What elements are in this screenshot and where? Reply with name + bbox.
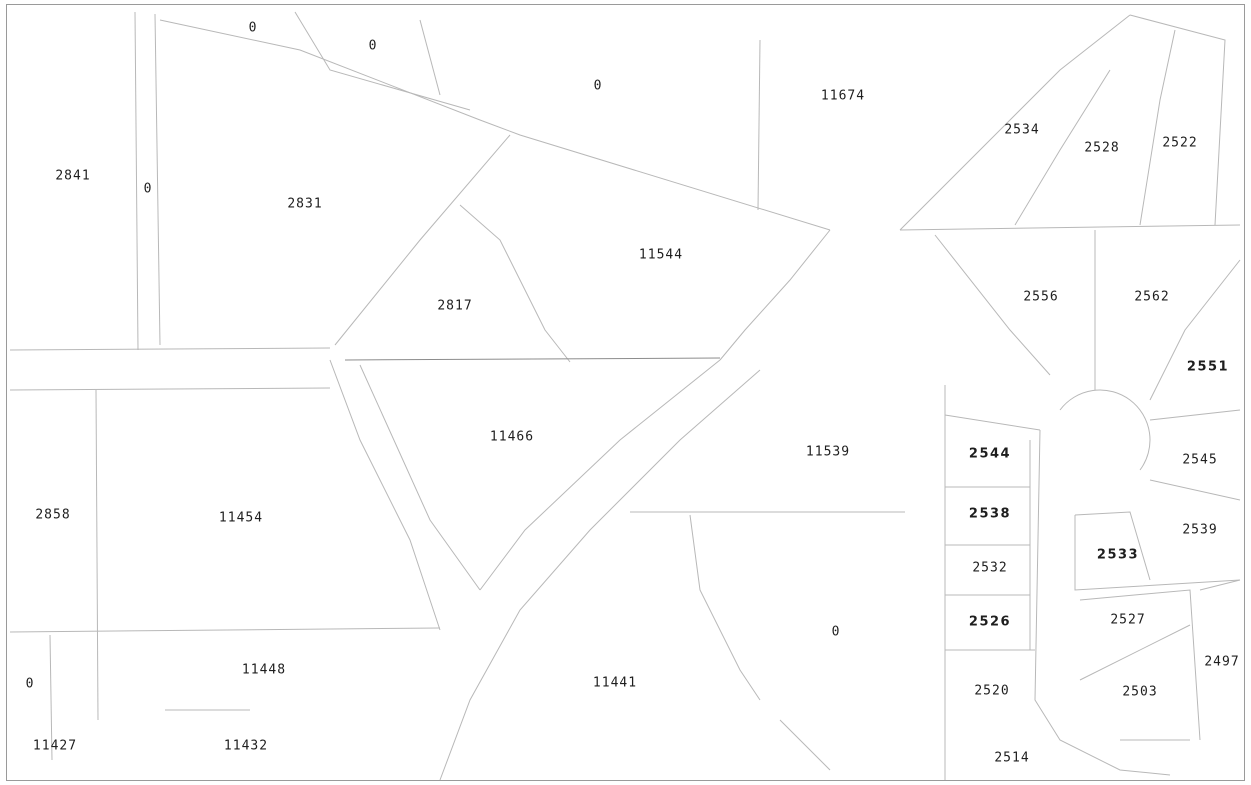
parcel-label[interactable]: 2533 — [1096, 547, 1140, 563]
parcel-label[interactable]: 11466 — [489, 429, 535, 445]
parcel-label[interactable]: 11544 — [638, 247, 684, 263]
parcel-map[interactable] — [6, 4, 1245, 781]
parcel-label[interactable]: 2562 — [1134, 289, 1170, 305]
parcel-label[interactable]: 2858 — [35, 507, 71, 523]
parcel-label[interactable]: 2527 — [1110, 612, 1146, 628]
parcel-label[interactable]: 2841 — [55, 168, 91, 184]
parcel-label[interactable]: 2526 — [968, 614, 1012, 630]
parcel-label[interactable]: 11454 — [218, 510, 264, 526]
parcel-label[interactable]: 11427 — [32, 738, 78, 754]
parcel-label[interactable]: 2556 — [1023, 289, 1059, 305]
parcel-label[interactable]: 2520 — [974, 683, 1010, 699]
parcel-label[interactable]: 2514 — [994, 750, 1030, 766]
parcel-label[interactable]: 2532 — [972, 560, 1008, 576]
parcel-label[interactable]: 2545 — [1182, 452, 1218, 468]
parcel-label[interactable]: 0 — [25, 676, 35, 692]
parcel-label[interactable]: 2528 — [1084, 140, 1120, 156]
parcel-label[interactable]: 11432 — [223, 738, 269, 754]
parcel-label[interactable]: 2817 — [437, 298, 473, 314]
parcel-label[interactable]: 0 — [831, 624, 841, 640]
parcel-label[interactable]: 2503 — [1122, 684, 1158, 700]
parcel-label[interactable]: 0 — [593, 78, 603, 94]
parcel-label[interactable]: 11441 — [592, 675, 638, 691]
parcel-label[interactable]: 2831 — [287, 196, 323, 212]
parcel-label[interactable]: 2544 — [968, 446, 1012, 462]
parcel-label[interactable]: 0 — [368, 38, 378, 54]
parcel-label[interactable]: 11448 — [241, 662, 287, 678]
parcel-label[interactable]: 2497 — [1204, 654, 1240, 670]
parcel-label[interactable]: 2522 — [1162, 135, 1198, 151]
parcel-label[interactable]: 0 — [248, 20, 258, 36]
parcel-label[interactable]: 11539 — [805, 444, 851, 460]
parcel-label[interactable]: 2534 — [1004, 122, 1040, 138]
parcel-label[interactable]: 2538 — [968, 506, 1012, 522]
parcel-label[interactable]: 2551 — [1186, 359, 1230, 375]
parcel-label[interactable]: 2539 — [1182, 522, 1218, 538]
parcel-label[interactable]: 11674 — [820, 88, 866, 104]
parcel-label[interactable]: 0 — [143, 181, 153, 197]
